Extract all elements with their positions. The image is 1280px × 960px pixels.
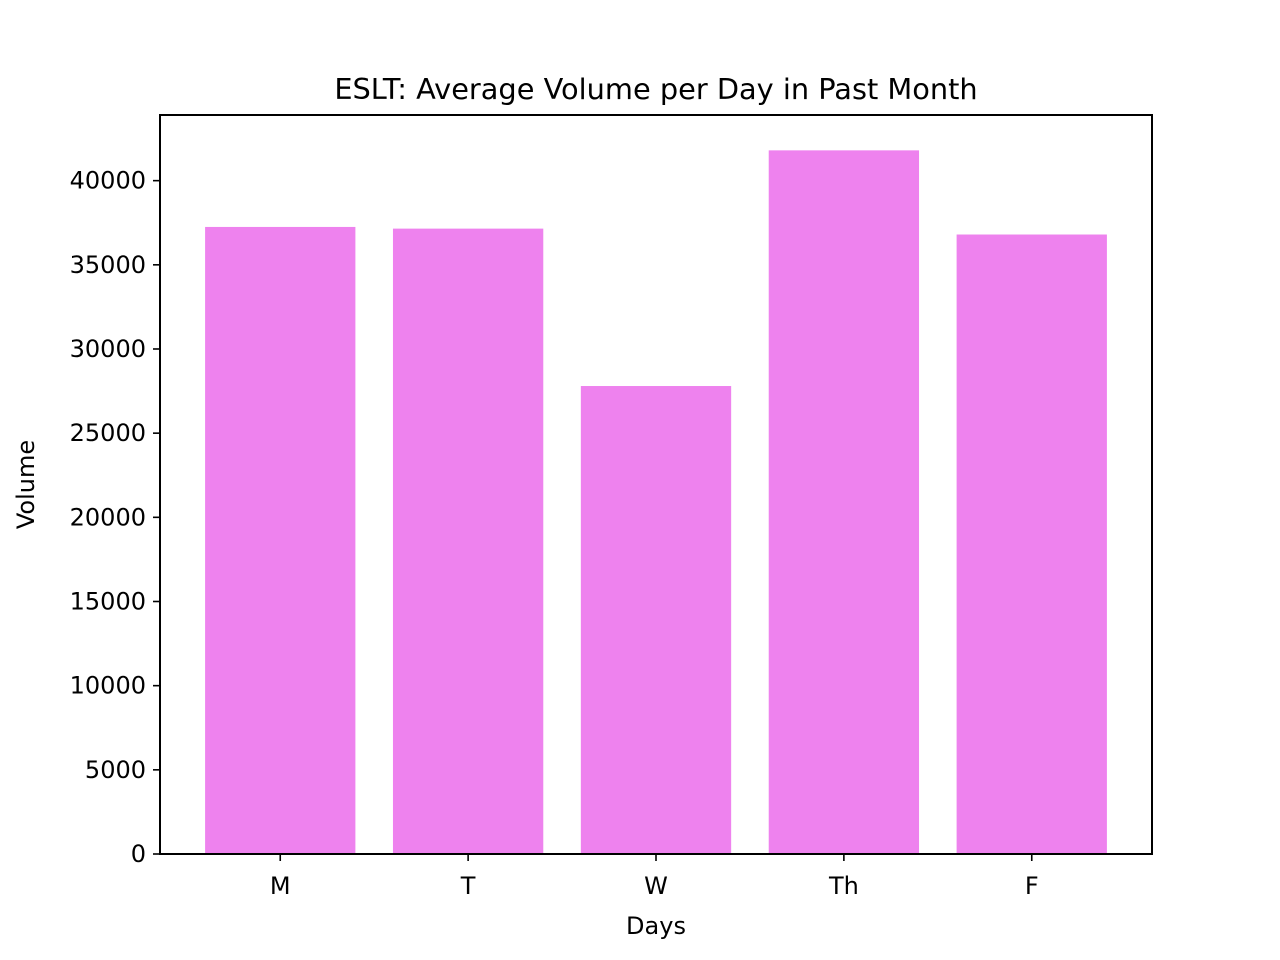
- bar-th: [768, 150, 920, 854]
- y-tick-label: 25000: [70, 419, 146, 447]
- x-tick-label: M: [270, 872, 291, 900]
- y-tick-label: 0: [131, 840, 146, 868]
- y-tick-label: 10000: [70, 672, 146, 700]
- bar-f: [956, 234, 1107, 855]
- plot-frame: [159, 114, 1153, 855]
- bar-m: [205, 226, 356, 854]
- y-tick-label: 30000: [70, 335, 146, 363]
- x-tick-label: F: [1025, 872, 1039, 900]
- y-tick-label: 15000: [70, 587, 146, 615]
- y-tick-label: 35000: [70, 251, 146, 279]
- y-axis-ticks: 0 5000 10000 15000 20000 25000 30000 35000 40000: [70, 167, 160, 868]
- x-tick-label: Th: [828, 872, 859, 900]
- y-axis-title: Volume: [12, 440, 40, 529]
- x-axis-ticks: M T W Th F: [270, 854, 1039, 900]
- x-tick-label: W: [644, 872, 668, 900]
- x-axis-title: Days: [626, 912, 686, 940]
- y-tick-label: 20000: [70, 503, 146, 531]
- chart-title: ESLT: Average Volume per Day in Past Mon…: [334, 72, 977, 106]
- y-tick-label: 5000: [85, 756, 146, 784]
- y-tick-label: 40000: [70, 167, 146, 195]
- bar-t: [392, 228, 544, 854]
- bars-group: [205, 150, 1107, 855]
- bar-w: [580, 386, 732, 854]
- x-tick-label: T: [460, 872, 476, 900]
